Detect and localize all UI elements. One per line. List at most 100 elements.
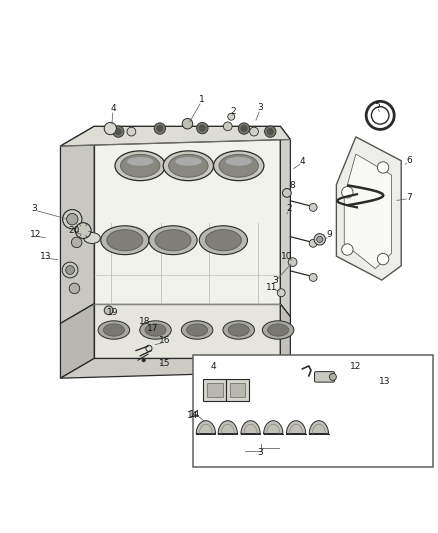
Circle shape [228, 113, 235, 120]
Text: 5: 5 [374, 101, 381, 110]
Text: 4: 4 [110, 104, 116, 114]
Ellipse shape [219, 155, 258, 177]
Circle shape [267, 128, 273, 135]
Ellipse shape [228, 324, 249, 336]
Circle shape [67, 214, 78, 225]
Text: 15: 15 [159, 359, 170, 368]
Polygon shape [264, 421, 283, 434]
Circle shape [71, 237, 82, 248]
Bar [193, 355, 433, 467]
Circle shape [157, 125, 163, 132]
Circle shape [66, 265, 74, 274]
Text: 10: 10 [281, 252, 293, 261]
Circle shape [378, 253, 389, 265]
Polygon shape [336, 137, 401, 280]
Polygon shape [94, 304, 280, 359]
Polygon shape [280, 304, 290, 372]
Text: 16: 16 [159, 336, 170, 345]
Text: 3: 3 [272, 276, 278, 285]
Circle shape [241, 125, 247, 132]
Ellipse shape [268, 324, 289, 336]
Circle shape [309, 273, 317, 281]
Circle shape [283, 189, 291, 197]
Ellipse shape [262, 321, 294, 339]
Circle shape [69, 283, 80, 294]
Ellipse shape [214, 151, 264, 181]
Circle shape [199, 125, 205, 131]
Circle shape [154, 123, 166, 134]
Polygon shape [94, 126, 280, 304]
Polygon shape [196, 421, 215, 434]
Polygon shape [280, 126, 290, 317]
Circle shape [309, 204, 317, 211]
Text: 2: 2 [286, 204, 292, 213]
Circle shape [378, 161, 389, 173]
Circle shape [142, 359, 145, 362]
Text: 13: 13 [379, 377, 390, 386]
Text: 13: 13 [40, 252, 52, 261]
Ellipse shape [205, 230, 241, 251]
Text: 3: 3 [257, 103, 263, 112]
Circle shape [238, 123, 250, 134]
Text: 14: 14 [189, 410, 201, 419]
Polygon shape [309, 421, 328, 434]
Text: 20: 20 [68, 226, 79, 235]
Text: 3: 3 [31, 204, 37, 213]
Circle shape [113, 126, 124, 138]
Circle shape [197, 123, 208, 134]
Circle shape [329, 374, 336, 381]
Text: 17: 17 [147, 324, 158, 333]
FancyBboxPatch shape [207, 383, 223, 397]
Ellipse shape [127, 157, 153, 166]
FancyBboxPatch shape [203, 379, 226, 401]
Text: 2: 2 [231, 107, 236, 116]
Ellipse shape [115, 151, 166, 181]
FancyBboxPatch shape [226, 379, 249, 401]
Polygon shape [344, 154, 392, 269]
FancyBboxPatch shape [314, 372, 335, 382]
Text: 7: 7 [406, 193, 412, 202]
Circle shape [62, 262, 78, 278]
Text: 18: 18 [139, 317, 150, 326]
Circle shape [277, 289, 285, 297]
Text: 12: 12 [30, 230, 42, 239]
Ellipse shape [140, 321, 171, 339]
Text: 14: 14 [187, 411, 198, 420]
Polygon shape [60, 359, 290, 378]
Ellipse shape [149, 226, 197, 255]
FancyBboxPatch shape [230, 383, 245, 397]
Circle shape [104, 123, 117, 135]
Ellipse shape [181, 321, 213, 339]
Ellipse shape [187, 324, 208, 336]
Circle shape [104, 306, 113, 314]
Circle shape [342, 244, 353, 255]
Polygon shape [241, 421, 260, 434]
Circle shape [265, 126, 276, 138]
Ellipse shape [155, 230, 191, 251]
Circle shape [288, 258, 297, 266]
Ellipse shape [120, 155, 160, 177]
Text: 9: 9 [326, 230, 332, 239]
Circle shape [317, 236, 323, 243]
Circle shape [223, 122, 232, 131]
Ellipse shape [226, 157, 252, 166]
Ellipse shape [223, 321, 254, 339]
Ellipse shape [103, 324, 124, 336]
Text: 11: 11 [266, 283, 277, 292]
Text: 19: 19 [107, 308, 119, 317]
Ellipse shape [163, 151, 214, 181]
Text: 1: 1 [198, 95, 205, 104]
Text: 12: 12 [350, 362, 361, 371]
Ellipse shape [101, 226, 149, 255]
Circle shape [75, 223, 91, 238]
Ellipse shape [175, 157, 201, 166]
Circle shape [314, 233, 325, 245]
Circle shape [115, 128, 121, 135]
Ellipse shape [145, 324, 166, 336]
Polygon shape [60, 304, 94, 378]
Ellipse shape [199, 226, 247, 255]
Text: 4: 4 [211, 362, 216, 371]
Text: 8: 8 [290, 181, 296, 190]
Polygon shape [60, 126, 290, 146]
Ellipse shape [84, 232, 100, 244]
